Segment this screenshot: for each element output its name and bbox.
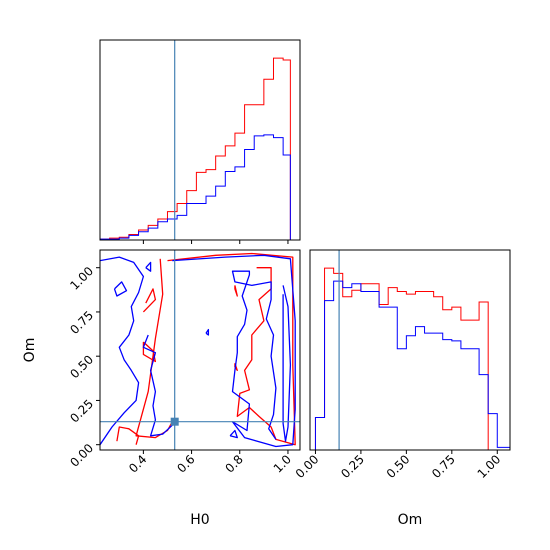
contour-blue-9 [100,256,145,446]
joint-y-tick-label: 0.75 [67,308,96,337]
contour-group [100,252,296,448]
joint-frame [99,249,301,451]
contour-red-4 [234,363,238,372]
joint-y-tick-label: 1.00 [67,264,96,293]
x-axis-label-om: Om [398,512,423,528]
h0-hist-frame [99,39,301,241]
joint-truth-marker [170,417,179,426]
joint-x-tick-label: 1.0 [271,452,294,475]
contour-red-6 [142,288,157,313]
y-axis-label-om: Om [22,338,38,363]
joint-x-tick-label: 0.4 [126,452,149,475]
h0-om-contour-panel: 0.4 0.6 0.8 1.0 0.00 0.25 0.50 0.75 1.00 [67,249,301,476]
contour-red-2 [116,426,140,445]
om-histogram-panel: 0.00 0.25 0.50 0.75 1.00 [293,249,511,481]
om-hist-x-tick-label: 0.75 [429,452,458,481]
contour-blue-14 [205,328,210,336]
x-axis-label-h0: H0 [190,512,209,528]
contour-blue-11 [113,281,128,297]
joint-y-tick-label: 0.25 [67,397,96,426]
h0-hist-blue-series [99,134,300,241]
contour-blue-7 [172,254,296,448]
contour-red-5 [142,341,157,363]
om-hist-x-tick-label: 0.25 [338,452,367,481]
contour-red-0 [167,252,296,446]
contour-blue-8 [282,285,292,442]
om-hist-x-tick-label: 0.50 [384,452,413,481]
contour-blue-12 [145,261,152,272]
om-hist-frame [309,249,511,451]
joint-x-tick-label: 0.6 [174,452,197,475]
om-hist-x-tick-label: 0.00 [293,452,322,481]
h0-hist-red-series [99,57,300,241]
joint-y-tick-label: 0.50 [67,352,96,381]
joint-y-tick-label: 0.00 [67,441,96,470]
h0-histogram-panel [99,39,301,244]
om-hist-red-series [310,267,510,451]
om-hist-x-tick-label: 1.00 [475,452,504,481]
om-hist-blue-series [310,280,511,451]
contour-red-3 [234,285,238,297]
contour-blue-13 [229,429,238,439]
contour-blue-10 [142,334,173,437]
joint-x-tick-label: 0.8 [222,452,245,475]
